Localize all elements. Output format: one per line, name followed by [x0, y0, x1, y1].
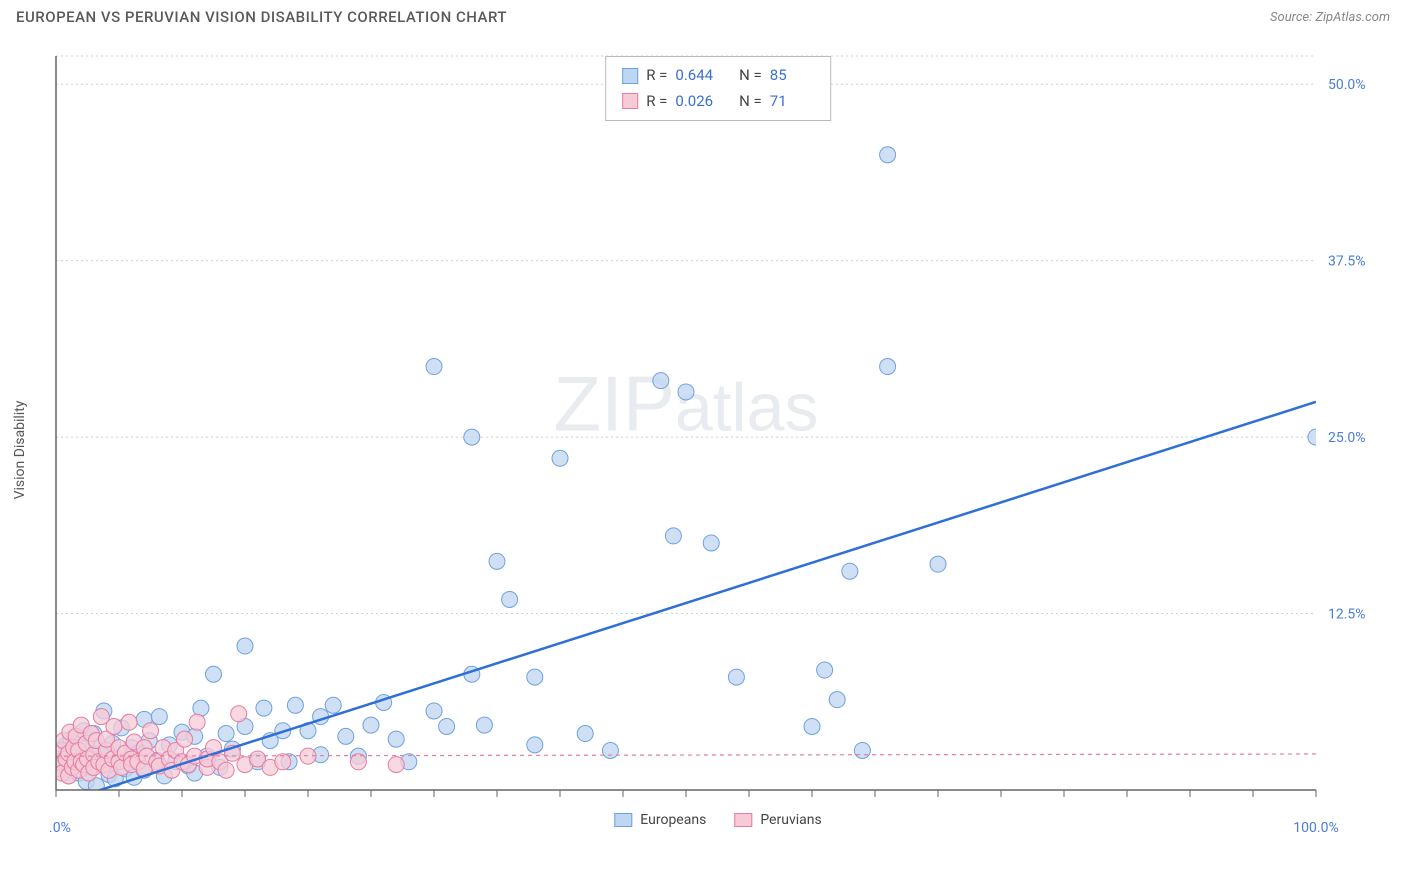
legend-swatch-peruvians-icon — [734, 813, 752, 827]
chart-title: EUROPEAN VS PERUVIAN VISION DISABILITY C… — [16, 8, 507, 26]
legend-label-peruvians: Peruvians — [760, 812, 821, 828]
legend-item-europeans: Europeans — [614, 812, 706, 828]
chart-container: Vision Disability ZIPatlas0.0%100.0%12.5… — [50, 50, 1386, 850]
svg-text:50.0%: 50.0% — [1328, 77, 1366, 93]
r-label: R = — [646, 89, 667, 115]
legend-label-europeans: Europeans — [640, 812, 706, 828]
svg-text:0.0%: 0.0% — [50, 820, 71, 836]
source-prefix: Source: — [1270, 10, 1315, 25]
stats-box: R = 0.644 N = 85 R = 0.026 N = 71 — [605, 56, 831, 121]
chart-header: EUROPEAN VS PERUVIAN VISION DISABILITY C… — [0, 0, 1406, 26]
svg-text:25.0%: 25.0% — [1328, 430, 1366, 446]
r-value-peruvians: 0.026 — [675, 89, 719, 115]
n-label: N = — [739, 63, 762, 89]
source-attribution: Source: ZipAtlas.com — [1270, 10, 1390, 25]
n-value-peruvians: 71 — [770, 89, 814, 115]
svg-text:12.5%: 12.5% — [1328, 607, 1366, 623]
legend-swatch-europeans-icon — [614, 813, 632, 827]
swatch-peruvians-icon — [622, 93, 638, 109]
swatch-europeans-icon — [622, 68, 638, 84]
bottom-legend: Europeans Peruvians — [614, 812, 821, 828]
r-label: R = — [646, 63, 667, 89]
svg-text:37.5%: 37.5% — [1328, 254, 1366, 270]
y-axis-label: Vision Disability — [12, 401, 28, 500]
n-label: N = — [739, 89, 762, 115]
legend-item-peruvians: Peruvians — [734, 812, 821, 828]
stats-row-europeans: R = 0.644 N = 85 — [622, 63, 814, 89]
source-name: ZipAtlas.com — [1315, 10, 1390, 25]
stats-row-peruvians: R = 0.026 N = 71 — [622, 89, 814, 115]
svg-text:ZIPatlas: ZIPatlas — [554, 359, 819, 447]
r-value-europeans: 0.644 — [675, 63, 719, 89]
scatter-plot: ZIPatlas 0.0% 100.0% 12.5% 25.0% 37.5% 50.0% — [50, 50, 1386, 850]
svg-text:100.0%: 100.0% — [1293, 820, 1338, 836]
n-value-europeans: 85 — [770, 63, 814, 89]
